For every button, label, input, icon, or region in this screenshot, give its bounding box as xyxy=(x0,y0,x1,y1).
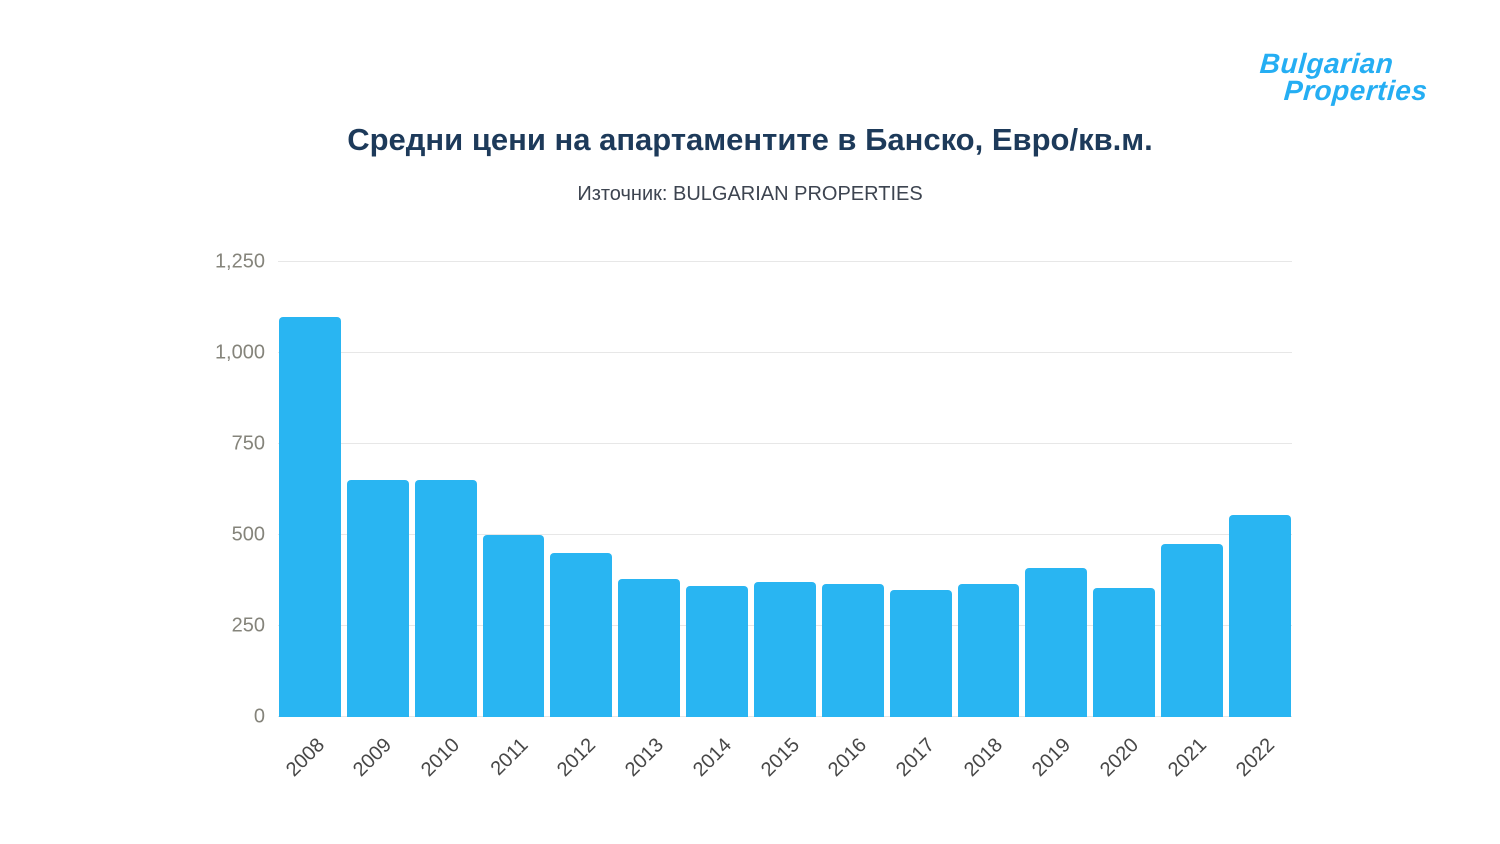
bar-slot-2019 xyxy=(1025,262,1088,717)
x-tick-label-2012: 2012 xyxy=(553,734,601,782)
chart-subtitle: Източник: BULGARIAN PROPERTIES xyxy=(577,183,923,205)
y-tick-label-1250: 1,250 xyxy=(214,250,265,273)
x-tick-cell-2016: 2016 xyxy=(822,722,884,812)
bar-slot-2021 xyxy=(1161,262,1224,717)
gridline-500 xyxy=(278,534,1292,535)
y-tick-label-250: 250 xyxy=(231,614,265,637)
y-tick-label-0: 0 xyxy=(253,705,265,728)
bar-2018 xyxy=(957,584,1020,717)
bar-2016 xyxy=(821,584,884,717)
x-tick-cell-2019: 2019 xyxy=(1025,722,1087,812)
x-tick-cell-2014: 2014 xyxy=(686,722,748,812)
bar-2010 xyxy=(414,480,477,717)
bar-2019 xyxy=(1025,567,1088,717)
x-tick-label-2015: 2015 xyxy=(756,734,804,782)
bar-slot-2022 xyxy=(1229,262,1291,717)
bar-slot-2014 xyxy=(686,262,749,717)
bar-2014 xyxy=(686,585,749,717)
bar-2013 xyxy=(618,578,681,717)
plot-area xyxy=(278,261,1292,717)
bar-slot-2010 xyxy=(414,262,477,717)
bar-2022 xyxy=(1229,514,1291,717)
logo-line1: Bulgarian xyxy=(1258,48,1395,79)
logo-line2: Properties xyxy=(1282,75,1429,106)
bar-2020 xyxy=(1093,587,1156,717)
bars xyxy=(278,262,1292,717)
x-tick-cell-2018: 2018 xyxy=(958,722,1020,812)
bar-2017 xyxy=(889,589,952,717)
x-tick-label-2022: 2022 xyxy=(1231,734,1279,782)
y-axis: 0 250 500 750 1,000 1,250 xyxy=(0,251,265,728)
y-tick-label-1000: 1,000 xyxy=(214,341,265,364)
x-tick-label-2020: 2020 xyxy=(1095,734,1143,782)
bar-slot-2018 xyxy=(957,262,1020,717)
bar-slot-2012 xyxy=(550,262,613,717)
bar-2021 xyxy=(1161,544,1224,717)
gridline-1000 xyxy=(278,352,1292,353)
bar-2009 xyxy=(346,480,409,717)
x-tick-cell-2013: 2013 xyxy=(618,722,680,812)
x-tick-label-2018: 2018 xyxy=(960,734,1008,782)
x-tick-label-2010: 2010 xyxy=(417,734,465,782)
x-tick-cell-2020: 2020 xyxy=(1093,722,1155,812)
y-tick-label-500: 500 xyxy=(231,523,265,546)
bar-2015 xyxy=(754,582,816,717)
bar-slot-2016 xyxy=(821,262,884,717)
x-tick-label-2008: 2008 xyxy=(281,734,329,782)
y-tick-label-750: 750 xyxy=(231,432,265,455)
x-tick-cell-2010: 2010 xyxy=(415,722,477,812)
x-tick-label-2021: 2021 xyxy=(1163,734,1211,782)
x-tick-cell-2009: 2009 xyxy=(347,722,409,812)
x-tick-cell-2008: 2008 xyxy=(279,722,341,812)
bar-slot-2015 xyxy=(754,262,816,717)
bar-slot-2009 xyxy=(346,262,409,717)
x-tick-cell-2022: 2022 xyxy=(1229,722,1291,812)
x-tick-label-2011: 2011 xyxy=(486,734,533,780)
bar-2011 xyxy=(482,535,545,717)
x-tick-cell-2011: 2011 xyxy=(483,722,545,812)
bar-slot-2013 xyxy=(618,262,681,717)
x-tick-cell-2015: 2015 xyxy=(754,722,816,812)
gridline-1250 xyxy=(278,261,1292,262)
x-tick-cell-2017: 2017 xyxy=(890,722,952,812)
bar-2012 xyxy=(550,553,613,717)
chart-title: Средни цени на апартаментите в Банско, Е… xyxy=(347,122,1153,157)
x-tick-label-2014: 2014 xyxy=(688,734,736,782)
bulgarian-properties-logo: Bulgarian Properties xyxy=(1257,48,1430,106)
x-tick-cell-2021: 2021 xyxy=(1161,722,1223,812)
x-tick-cell-2012: 2012 xyxy=(550,722,612,812)
bar-2008 xyxy=(279,316,341,717)
x-tick-label-2013: 2013 xyxy=(620,734,668,782)
bar-slot-2008 xyxy=(279,262,341,717)
bar-slot-2011 xyxy=(482,262,545,717)
x-tick-label-2019: 2019 xyxy=(1028,734,1076,782)
x-tick-label-2016: 2016 xyxy=(824,734,872,782)
bar-slot-2017 xyxy=(889,262,952,717)
bar-slot-2020 xyxy=(1093,262,1156,717)
x-tick-label-2009: 2009 xyxy=(349,734,397,782)
x-tick-label-2017: 2017 xyxy=(892,734,940,782)
gridline-750 xyxy=(278,443,1292,444)
x-labels: 2008 2009 2010 2011 2012 2013 2014 2015 2016 2017… xyxy=(278,722,1292,812)
